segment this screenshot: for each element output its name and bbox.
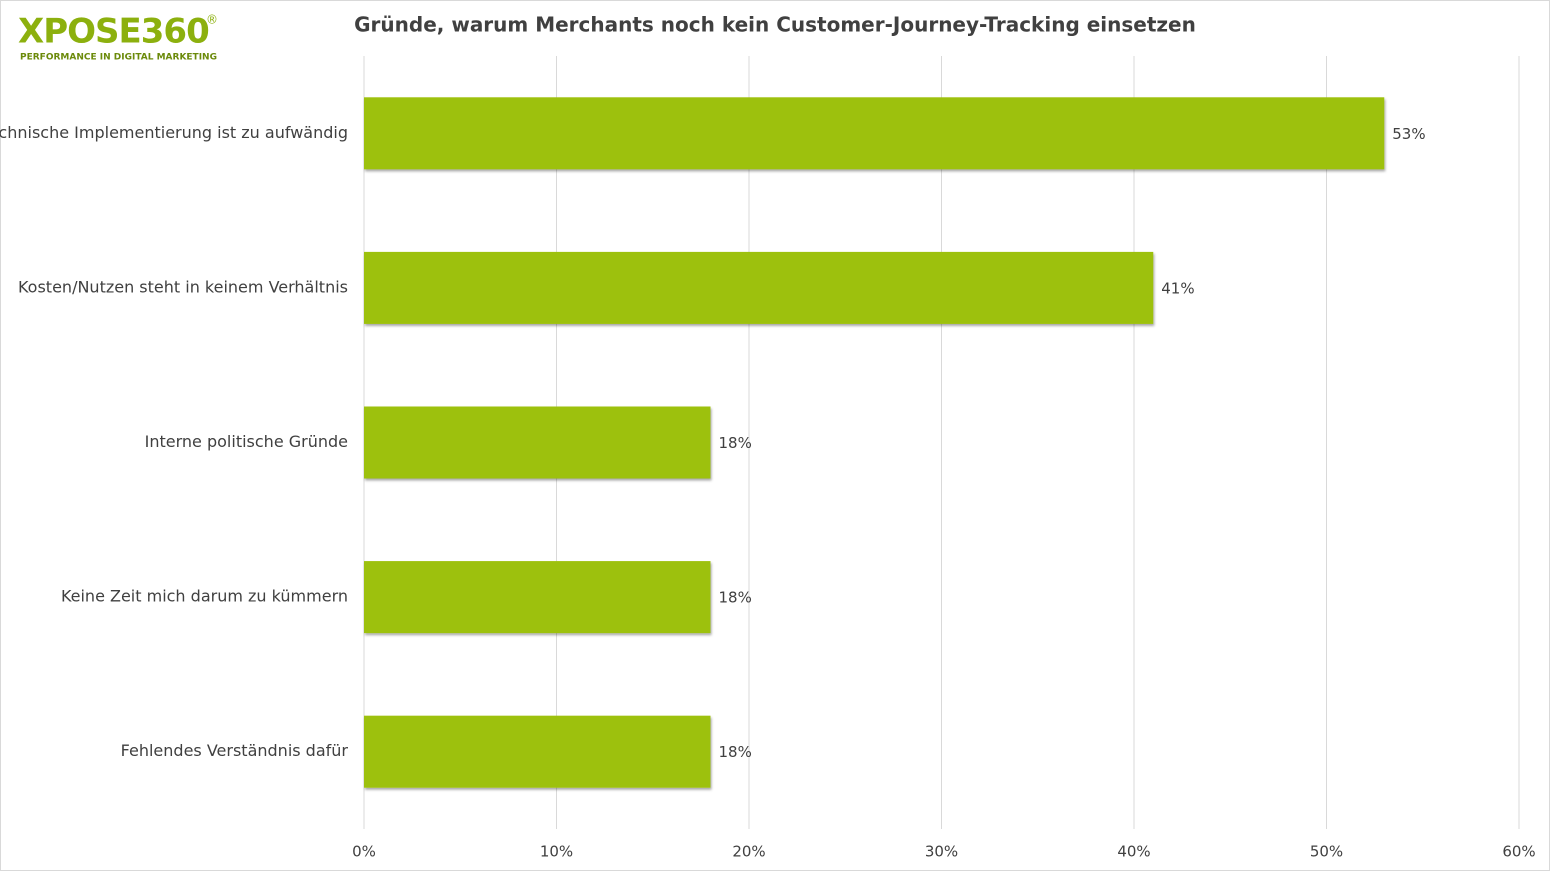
bar	[364, 251, 1154, 324]
y-tick-label: technische Implementierung ist zu aufwän…	[0, 123, 348, 142]
x-tick-label: 30%	[925, 843, 958, 861]
x-tick-label: 50%	[1310, 843, 1343, 861]
y-tick-label: Interne politische Gründe	[145, 432, 348, 451]
value-label: 18%	[719, 743, 752, 761]
value-label: 53%	[1392, 125, 1425, 143]
x-tick-label: 40%	[1117, 843, 1150, 861]
x-tick-label: 60%	[1502, 843, 1535, 861]
logo-name: XPOSE360	[18, 12, 209, 52]
bar	[364, 715, 711, 788]
value-label: 18%	[719, 589, 752, 607]
logo-tagline: PERFORMANCE IN DIGITAL MARKETING	[20, 53, 217, 63]
bar	[364, 97, 1385, 170]
y-tick-label: Fehlendes Verständnis dafür	[121, 741, 349, 760]
value-label: 41%	[1161, 279, 1194, 297]
x-tick-label: 10%	[540, 843, 573, 861]
bar	[364, 406, 711, 479]
x-tick-label: 0%	[352, 843, 376, 861]
value-label: 18%	[719, 434, 752, 452]
logo-mark: ®	[206, 13, 218, 27]
bar	[364, 561, 711, 634]
y-tick-label: Keine Zeit mich darum zu kümmern	[61, 587, 348, 606]
chart-title: Gründe, warum Merchants noch kein Custom…	[354, 13, 1196, 37]
y-tick-label: Kosten/Nutzen steht in keinem Verhältnis	[18, 277, 348, 296]
x-tick-label: 20%	[732, 843, 765, 861]
